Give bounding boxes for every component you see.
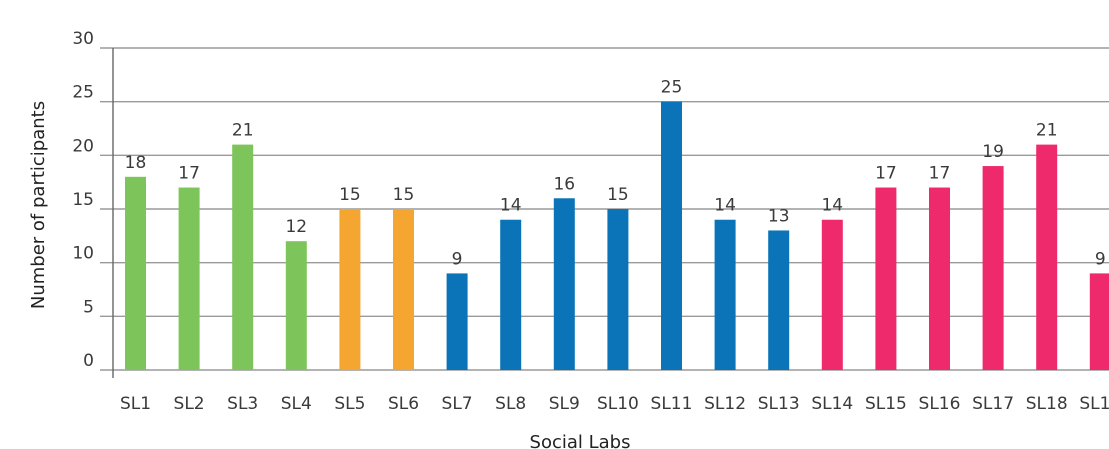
y-axis-title: Number of participants	[28, 101, 49, 309]
data-label-SL2: 17	[178, 164, 200, 184]
data-label-SL15: 17	[875, 164, 897, 184]
x-tick-label-SL15: SL15	[865, 394, 907, 414]
x-tick-label-SL11: SL11	[651, 394, 693, 414]
y-tick-label-30: 30	[72, 29, 94, 49]
data-label-SL4: 12	[285, 217, 307, 237]
bar-SL2	[178, 187, 200, 370]
bar-SL19	[1089, 273, 1109, 370]
y-tick-label-0: 0	[83, 351, 94, 371]
bar-SL5	[339, 209, 361, 370]
data-label-SL3: 21	[232, 121, 254, 141]
x-tick-label-SL8: SL8	[495, 394, 526, 414]
x-tick-label-SL14: SL14	[811, 394, 853, 414]
data-label-SL5: 15	[339, 185, 361, 205]
x-tick-label-SL4: SL4	[281, 394, 312, 414]
data-label-SL6: 15	[393, 185, 415, 205]
data-label-SL8: 14	[500, 196, 522, 216]
x-tick-label-SL9: SL9	[549, 394, 580, 414]
bar-SL15	[875, 187, 897, 370]
y-axis-ticks: 0 5 10 15 20 25 30	[72, 29, 94, 371]
data-label-SL17: 19	[982, 142, 1004, 162]
x-tick-label-SL2: SL2	[174, 394, 205, 414]
data-label-SL16: 17	[929, 164, 951, 184]
data-label-SL13: 13	[768, 206, 790, 226]
data-label-SL11: 25	[661, 78, 683, 98]
gridlines	[100, 47, 1109, 371]
data-labels: 18 17 21 12 15 15 9 14 16 15 25 14 13 14 17 17 19 21 9	[125, 78, 1106, 270]
data-label-SL9: 16	[553, 174, 575, 194]
bar-SL6	[393, 209, 414, 370]
y-tick-label-5: 5	[83, 297, 94, 317]
x-tick-label-SL13: SL13	[758, 394, 800, 414]
bar-SL9	[553, 198, 575, 370]
bar-SL18	[1036, 144, 1058, 370]
x-tick-label-SL6: SL6	[388, 394, 419, 414]
data-label-SL1: 18	[125, 153, 147, 173]
x-tick-label-SL7: SL7	[442, 394, 473, 414]
x-tick-label-SL12: SL12	[704, 394, 746, 414]
x-tick-label-SL18: SL18	[1026, 394, 1068, 414]
data-label-SL14: 14	[821, 196, 843, 216]
x-tick-label-SL10: SL10	[597, 394, 639, 414]
bars	[125, 101, 1109, 371]
x-tick-label-SL5: SL5	[334, 394, 365, 414]
bar-SL11	[661, 101, 682, 371]
bar-SL8	[500, 219, 522, 370]
bar-SL3	[232, 144, 254, 370]
bar-SL16	[929, 187, 950, 370]
x-axis-title: Social Labs	[530, 432, 631, 449]
x-tick-label-SL1: SL1	[120, 394, 151, 414]
data-label-SL18: 21	[1036, 121, 1058, 141]
x-tick-label-SL3: SL3	[227, 394, 258, 414]
bar-SL13	[768, 230, 790, 370]
bar-SL4	[285, 241, 307, 370]
bar-SL1	[125, 176, 146, 370]
bar-SL7	[446, 273, 468, 370]
y-tick-label-10: 10	[72, 244, 94, 264]
y-tick-label-15: 15	[72, 190, 94, 210]
y-tick-label-20: 20	[72, 136, 94, 156]
x-axis-ticks: SL1 SL2 SL3 SL4 SL5 SL6 SL7 SL8 SL9 SL10 SL11 SL12 S…	[120, 394, 1109, 414]
bar-SL10	[607, 209, 629, 370]
data-label-SL12: 14	[714, 196, 736, 216]
bar-SL12	[714, 219, 736, 370]
data-label-SL10: 15	[607, 185, 629, 205]
x-tick-label-SL17: SL17	[972, 394, 1014, 414]
data-label-SL19: 9	[1095, 249, 1106, 269]
bar-SL17	[982, 166, 1004, 370]
x-tick-label-SL19: SL19	[1079, 394, 1109, 414]
y-tick-label-25: 25	[72, 83, 94, 103]
x-tick-label-SL16: SL16	[919, 394, 961, 414]
data-label-SL7: 9	[452, 249, 463, 269]
bar-SL14	[821, 219, 843, 370]
